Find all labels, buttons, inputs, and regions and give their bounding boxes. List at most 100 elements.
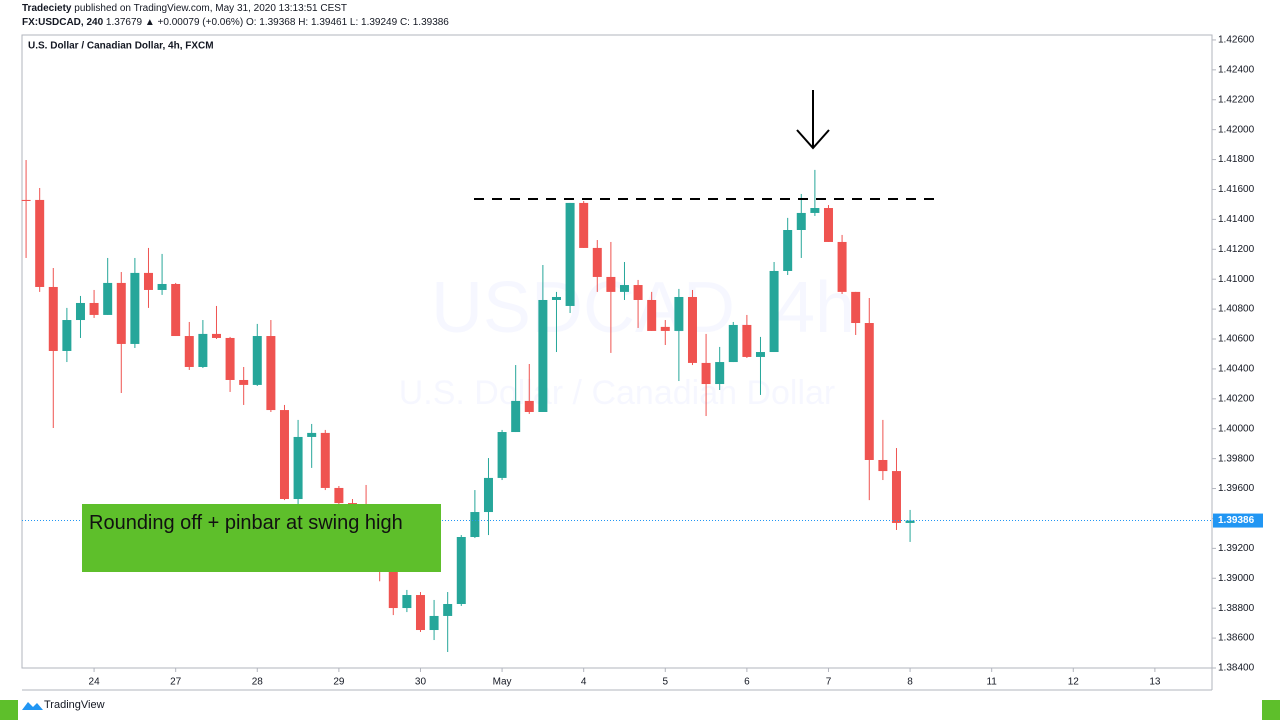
candle-body [497,432,507,478]
x-tick-label: 11 [986,677,997,688]
candle-body [674,296,684,331]
y-tick-label: 1.41600 [1218,184,1255,195]
annotation: Rounding off + pinbar at swing high [82,504,441,572]
candle-body [279,410,289,500]
y-tick-label: 1.38400 [1218,663,1255,674]
candle-body [415,595,425,631]
candle-body [75,302,85,321]
y-tick-label: 1.40600 [1218,334,1255,345]
arrow-head [796,129,830,150]
candle-body [143,272,153,290]
x-tick-label: 7 [826,677,832,688]
candle-body [89,302,99,315]
candle-body [225,337,235,380]
candle-body [755,352,765,357]
x-tick-label: 6 [744,677,750,688]
y-tick-label: 1.41200 [1218,244,1255,255]
published: published on TradingView.com, May 31, 20… [74,3,348,14]
candle-body [647,299,657,331]
x-tick-label: 4 [581,677,587,688]
candle-body [796,212,806,230]
x-tick-label: 29 [333,677,345,688]
x-tick-label: 24 [89,677,101,688]
candle-body [483,477,493,513]
y-tick-label: 1.41400 [1218,214,1255,225]
y-tick-label: 1.39600 [1218,483,1255,494]
x-tick-label: 12 [1068,677,1080,688]
candle-body [592,247,602,277]
chart-title: U.S. Dollar / Canadian Dollar, 4h, FXCM [28,41,214,52]
candle-body [456,537,466,604]
y-tick-label: 1.42600 [1218,35,1255,46]
y-tick-label: 1.39800 [1218,453,1255,464]
candle-body [334,487,344,504]
candle-body [579,202,589,248]
y-tick-label: 1.40200 [1218,393,1255,404]
symbol: FX:USDCAD, 240 [22,17,104,28]
header-line: Tradeciety published on TradingView.com,… [22,3,347,14]
candle-body [388,571,398,609]
y-tick-label: 1.38800 [1218,603,1255,614]
candle-body [443,603,453,616]
candle-body [660,326,670,331]
candle-body [103,282,113,315]
candle-body [266,336,276,411]
y-tick-label: 1.38600 [1218,633,1255,644]
watermark: U.S. Dollar / Canadian Dollar [399,374,836,412]
candle-body [701,362,711,385]
y-tick-label: 1.41800 [1218,154,1255,165]
candle-body [565,202,575,306]
author: Tradeciety [22,3,72,14]
candle-body [35,199,45,287]
candle-body [198,333,208,367]
header-line: FX:USDCAD, 240 1.37679 ▲ +0.00079 (+0.06… [22,17,449,28]
candle-body [48,286,58,351]
candle-body [823,208,833,242]
x-tick-label: 28 [252,677,264,688]
x-tick-label: 5 [662,677,668,688]
x-tick-label: 27 [170,677,182,688]
candle-body [429,615,439,631]
y-tick-label: 1.39200 [1218,543,1255,554]
candle-body [619,285,629,292]
candle-body [157,283,167,290]
y-tick-label: 1.42000 [1218,124,1255,135]
candle-body [769,270,779,353]
candle-body [116,282,126,344]
y-tick-label: 1.39000 [1218,573,1255,584]
candle-body [783,229,793,271]
candle-body [633,285,643,300]
y-tick-label: 1.40400 [1218,364,1255,375]
y-tick-label: 1.42200 [1218,94,1255,105]
x-tick-label: 30 [415,677,427,688]
y-tick-label: 1.42400 [1218,64,1255,75]
candle-body [905,520,915,523]
corner-mark [0,700,18,720]
candle-body [606,276,616,292]
y-tick-label: 1.40800 [1218,304,1255,315]
candle-body [293,436,303,500]
last-price-badge [1213,513,1263,528]
candle-body [130,272,140,344]
logo [22,702,43,710]
candle-body [307,432,317,437]
candle-body [538,299,548,412]
candle-body [171,283,181,337]
candle-body [184,336,194,367]
candle-body [62,320,72,351]
footer: TradingView [44,699,105,711]
last-price-label: 1.39386 [1218,515,1255,526]
y-tick-label: 1.40000 [1218,423,1255,434]
candle-body [320,432,330,488]
candle-body [470,512,480,538]
y-tick-label: 1.41000 [1218,274,1255,285]
candle-body [742,324,752,357]
candle-body [21,199,31,201]
candle-body [715,362,725,385]
candle-body [239,379,249,385]
candle-body [878,459,888,472]
candle-body [728,324,738,363]
candle-body [851,291,861,324]
